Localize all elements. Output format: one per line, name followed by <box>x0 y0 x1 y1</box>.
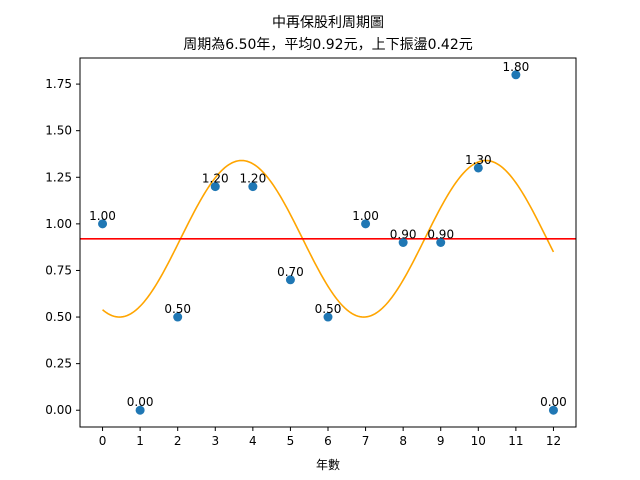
x-tick-label: 3 <box>211 434 219 448</box>
data-label: 0.00 <box>540 395 567 409</box>
data-point <box>548 405 558 415</box>
x-tick-label: 11 <box>508 434 523 448</box>
data-point <box>473 163 483 173</box>
y-tick-label: 1.00 <box>45 217 72 231</box>
data-point <box>248 182 258 192</box>
x-tick-label: 6 <box>324 434 332 448</box>
y-tick-label: 1.75 <box>45 77 72 91</box>
x-tick-label: 8 <box>399 434 407 448</box>
y-tick-label: 1.25 <box>45 170 72 184</box>
x-tick-label: 2 <box>174 434 182 448</box>
x-tick-label: 12 <box>546 434 561 448</box>
x-tick-label: 9 <box>437 434 445 448</box>
data-label: 1.00 <box>89 209 116 223</box>
data-point <box>323 312 333 322</box>
fit-curve <box>102 159 555 318</box>
x-tick-label: 0 <box>99 434 107 448</box>
x-axis-label: 年數 <box>316 458 340 472</box>
y-tick-label: 0.25 <box>45 357 72 371</box>
data-point <box>173 312 183 322</box>
chart-title-line1: 中再保股利周期圖 <box>272 15 384 31</box>
data-label: 1.80 <box>503 60 530 74</box>
data-point <box>285 275 295 285</box>
data-label: 0.70 <box>277 265 304 279</box>
data-label: 1.20 <box>239 172 266 186</box>
data-point <box>361 219 371 229</box>
y-tick-label: 0.00 <box>45 403 72 417</box>
data-label: 0.90 <box>390 228 417 242</box>
data-label: 0.00 <box>127 395 154 409</box>
x-tick-label: 4 <box>249 434 257 448</box>
data-point <box>135 405 145 415</box>
x-tick-label: 5 <box>287 434 295 448</box>
data-point <box>98 219 108 229</box>
y-tick-label: 1.50 <box>45 124 72 138</box>
axes-frame <box>79 57 577 428</box>
data-point <box>210 182 220 192</box>
data-point <box>436 238 446 247</box>
data-label: 1.30 <box>465 153 492 167</box>
y-tick-label: 0.50 <box>45 310 72 324</box>
data-label: 0.50 <box>164 302 191 316</box>
y-tick-label: 0.75 <box>45 263 72 277</box>
plot-area: 1.00 0.00 0.50 1.20 1.20 0.70 0.50 1.00 0.90 0.90… <box>80 60 576 415</box>
data-label: 1.20 <box>202 172 229 186</box>
data-point <box>511 70 521 80</box>
x-tick-label: 10 <box>471 434 486 448</box>
data-label: 0.90 <box>427 228 454 242</box>
x-tick-label: 1 <box>136 434 144 448</box>
data-point <box>398 238 408 247</box>
data-label: 0.50 <box>315 302 342 316</box>
x-tick-label: 7 <box>362 434 370 448</box>
data-label: 1.00 <box>352 209 379 223</box>
chart-title-line2: 周期為6.50年，平均0.92元，上下振盪0.42元 <box>183 37 473 53</box>
